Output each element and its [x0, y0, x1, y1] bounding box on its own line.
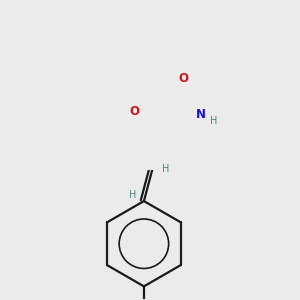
Text: H: H — [162, 164, 169, 174]
Text: H: H — [210, 116, 218, 126]
Text: H: H — [129, 190, 136, 200]
Text: O: O — [178, 72, 188, 86]
Text: N: N — [196, 108, 206, 121]
Text: O: O — [130, 105, 140, 119]
